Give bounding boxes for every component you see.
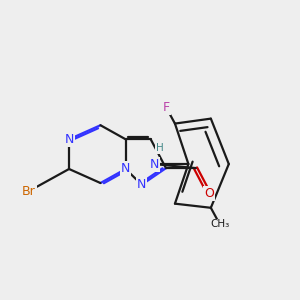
Text: N: N [121,163,130,176]
Text: H: H [156,143,164,153]
Text: O: O [204,187,214,200]
Text: N: N [150,158,159,170]
Text: F: F [162,100,169,114]
Text: N: N [64,133,74,146]
Text: Br: Br [22,185,35,198]
Text: N: N [137,178,146,191]
Text: CH₃: CH₃ [210,219,230,229]
